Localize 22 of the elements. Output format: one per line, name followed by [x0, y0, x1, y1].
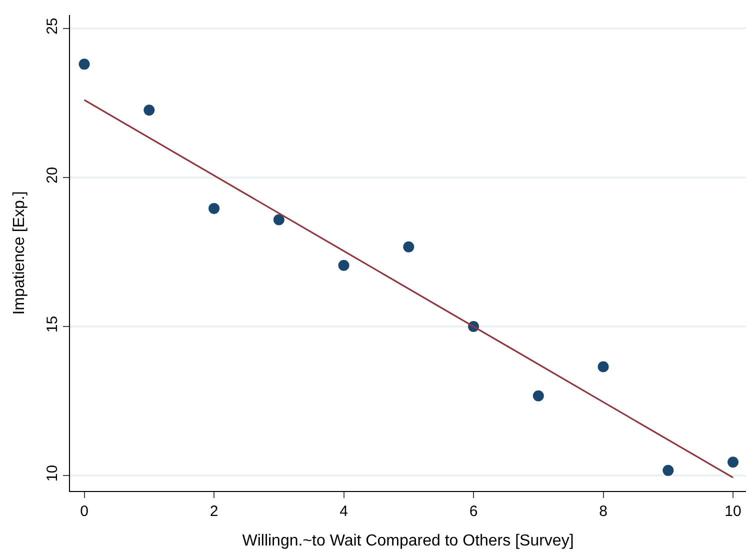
y-tick-label: 10: [44, 464, 61, 482]
point: [338, 260, 350, 271]
point: [598, 361, 609, 372]
y-axis-title: Impatience [Exp.]: [10, 191, 28, 315]
point: [662, 464, 674, 476]
x-tick-label: 0: [80, 503, 88, 520]
point: [728, 456, 739, 468]
x-axis-title: Willingn.~to Wait Compared to Others [Survey]: [242, 532, 574, 550]
x-tick-label: 8: [599, 503, 608, 520]
point: [532, 390, 544, 402]
x-tick-label: 6: [469, 503, 478, 520]
x-tick-label: 10: [724, 503, 742, 520]
y-tick-label: 25: [44, 18, 61, 35]
y-tick-label: 20: [44, 166, 61, 184]
point: [208, 202, 220, 214]
point: [78, 58, 90, 70]
y-tick-label: 15: [44, 316, 61, 333]
point: [144, 104, 155, 116]
point: [273, 214, 284, 226]
point: [403, 241, 414, 252]
x-tick-label: 4: [340, 503, 348, 520]
x-tick-label: 2: [210, 503, 218, 520]
